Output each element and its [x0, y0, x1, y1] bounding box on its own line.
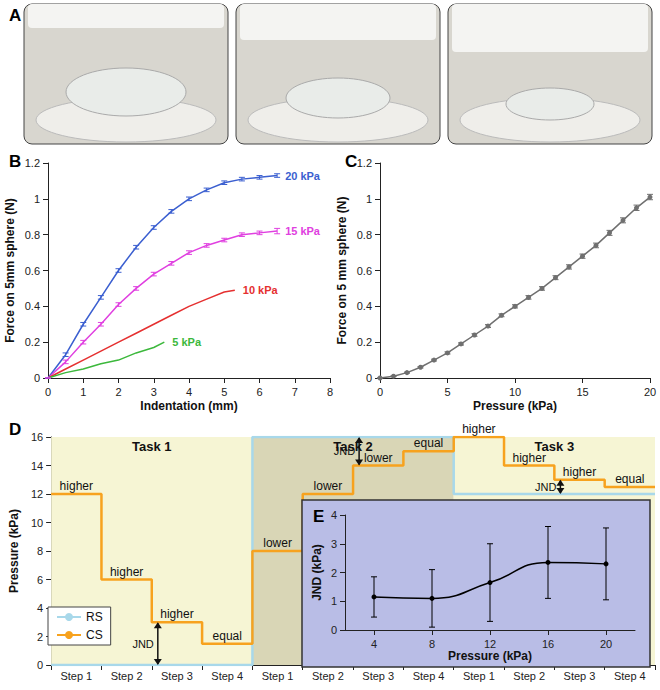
svg-text:10: 10 — [31, 517, 43, 529]
svg-text:5: 5 — [221, 386, 227, 398]
svg-text:1.2: 1.2 — [357, 157, 372, 169]
svg-text:RS: RS — [86, 610, 103, 624]
svg-text:0.2: 0.2 — [25, 336, 40, 348]
svg-text:0.8: 0.8 — [357, 229, 372, 241]
svg-text:1.2: 1.2 — [25, 157, 40, 169]
svg-text:2: 2 — [37, 631, 43, 643]
svg-text:equal: equal — [213, 629, 242, 643]
svg-text:16: 16 — [31, 431, 43, 443]
svg-text:20 kPa: 20 kPa — [285, 170, 321, 182]
svg-text:equal: equal — [615, 472, 644, 486]
svg-text:0: 0 — [37, 659, 43, 671]
svg-text:Step 1: Step 1 — [262, 670, 294, 682]
svg-text:8: 8 — [37, 545, 43, 557]
svg-text:8: 8 — [327, 386, 333, 398]
svg-text:0: 0 — [34, 372, 40, 384]
svg-text:JND: JND — [132, 638, 153, 650]
svg-text:Force on 5 mm sphere (N): Force on 5 mm sphere (N) — [335, 196, 349, 344]
svg-text:0: 0 — [45, 386, 51, 398]
svg-text:Step 2: Step 2 — [111, 670, 143, 682]
svg-text:D: D — [9, 420, 21, 439]
svg-text:higher: higher — [60, 479, 93, 493]
svg-text:0: 0 — [377, 386, 383, 398]
svg-text:6: 6 — [256, 386, 262, 398]
svg-text:lower: lower — [314, 479, 343, 493]
svg-text:7: 7 — [292, 386, 298, 398]
svg-text:Step 2: Step 2 — [513, 670, 545, 682]
svg-text:Step 4: Step 4 — [614, 670, 646, 682]
svg-text:1: 1 — [34, 193, 40, 205]
svg-text:8: 8 — [429, 638, 435, 650]
svg-text:4: 4 — [186, 386, 192, 398]
svg-text:0: 0 — [331, 624, 337, 636]
svg-text:15: 15 — [576, 386, 588, 398]
svg-text:0.6: 0.6 — [25, 265, 40, 277]
svg-text:Step 3: Step 3 — [161, 670, 193, 682]
svg-text:0.2: 0.2 — [357, 336, 372, 348]
svg-text:4: 4 — [37, 602, 43, 614]
svg-text:higher: higher — [462, 422, 495, 436]
svg-text:5 kPa: 5 kPa — [172, 336, 202, 348]
svg-text:B: B — [9, 152, 21, 171]
svg-text:0.6: 0.6 — [357, 265, 372, 277]
svg-text:Step 2: Step 2 — [312, 670, 344, 682]
svg-text:Task 3: Task 3 — [534, 439, 575, 454]
svg-text:Step 4: Step 4 — [211, 670, 243, 682]
svg-text:12: 12 — [31, 488, 43, 500]
svg-text:3: 3 — [151, 386, 157, 398]
svg-text:6: 6 — [37, 574, 43, 586]
svg-text:16: 16 — [542, 638, 554, 650]
svg-text:0.8: 0.8 — [25, 229, 40, 241]
svg-text:1: 1 — [366, 193, 372, 205]
svg-text:15 kPa: 15 kPa — [285, 225, 321, 237]
svg-text:20: 20 — [644, 386, 656, 398]
svg-text:0: 0 — [366, 372, 372, 384]
svg-text:C: C — [345, 152, 357, 171]
svg-text:JND (kPa): JND (kPa) — [310, 544, 324, 601]
svg-text:2: 2 — [115, 386, 121, 398]
svg-text:2: 2 — [331, 567, 337, 579]
svg-text:E: E — [313, 507, 324, 526]
svg-text:4: 4 — [371, 638, 377, 650]
svg-text:JND: JND — [334, 445, 355, 457]
svg-text:10 kPa: 10 kPa — [243, 284, 279, 296]
svg-text:1: 1 — [80, 386, 86, 398]
svg-text:Step 3: Step 3 — [362, 670, 394, 682]
svg-text:14: 14 — [31, 460, 43, 472]
svg-text:Step 1: Step 1 — [463, 670, 495, 682]
svg-text:Step 1: Step 1 — [60, 670, 92, 682]
svg-text:lower: lower — [263, 536, 292, 550]
svg-text:lower: lower — [364, 451, 393, 465]
svg-text:A: A — [9, 6, 21, 25]
svg-text:JND: JND — [535, 481, 556, 493]
svg-text:0.4: 0.4 — [25, 300, 40, 312]
svg-text:higher: higher — [160, 607, 193, 621]
svg-text:higher: higher — [110, 565, 143, 579]
svg-text:4: 4 — [331, 509, 337, 521]
svg-text:Pressure (kPa): Pressure (kPa) — [448, 649, 532, 663]
svg-text:Pressure (kPa): Pressure (kPa) — [7, 509, 21, 593]
svg-text:12: 12 — [484, 638, 496, 650]
svg-text:Step 3: Step 3 — [564, 670, 596, 682]
svg-text:3: 3 — [331, 538, 337, 550]
svg-text:5: 5 — [444, 386, 450, 398]
svg-text:higher: higher — [513, 451, 546, 465]
svg-text:20: 20 — [600, 638, 612, 650]
svg-text:Force on 5mm sphere (N): Force on 5mm sphere (N) — [3, 198, 17, 343]
svg-text:Step 4: Step 4 — [413, 670, 445, 682]
svg-text:0.4: 0.4 — [357, 300, 372, 312]
svg-text:1: 1 — [331, 595, 337, 607]
svg-text:10: 10 — [509, 386, 521, 398]
svg-text:Task 1: Task 1 — [132, 439, 172, 454]
svg-text:equal: equal — [414, 436, 443, 450]
svg-text:CS: CS — [86, 628, 103, 642]
svg-text:higher: higher — [563, 465, 596, 479]
svg-text:Indentation (mm): Indentation (mm) — [140, 399, 237, 413]
svg-text:Pressure (kPa): Pressure (kPa) — [473, 399, 557, 413]
